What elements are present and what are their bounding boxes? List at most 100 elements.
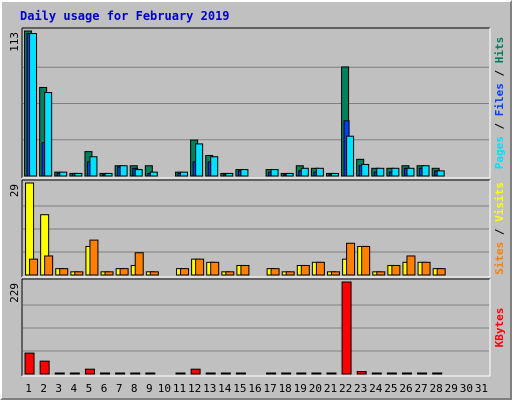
bar-sites-day-4	[74, 271, 84, 276]
legend-entry: KBytes	[493, 308, 506, 348]
x-tick-label-25: 25	[384, 382, 397, 395]
bar-sites-day-28	[436, 268, 446, 276]
bar-sites-day-14	[225, 271, 235, 276]
bar-kbytes-day-15	[235, 372, 246, 375]
bar-sites-day-5	[89, 239, 99, 276]
panel-visits-sites: 29 Sites / Visits	[8, 179, 506, 278]
x-tick-label-10: 10	[158, 382, 171, 395]
bar-sites-day-25	[391, 264, 401, 276]
bar-kbytes-day-19	[296, 372, 307, 375]
bar-pages-day-7	[119, 165, 128, 177]
bar-kbytes-day-27	[417, 372, 428, 375]
bar-kbytes-day-8	[130, 372, 141, 375]
y-max-label: 113	[8, 32, 21, 52]
bar-kbytes-day-5	[84, 368, 95, 375]
bar-kbytes-day-22	[341, 281, 352, 375]
bar-sites-day-24	[376, 271, 386, 276]
bar-sites-day-18	[285, 271, 295, 276]
bar-sites-day-8	[134, 252, 144, 276]
bar-pages-day-2	[44, 92, 53, 177]
bar-pages-day-25	[391, 167, 400, 177]
bar-pages-day-21	[330, 172, 339, 177]
bar-kbytes-day-28	[432, 372, 443, 375]
bar-kbytes-day-7	[115, 372, 126, 375]
bar-kbytes-day-26	[401, 372, 412, 375]
x-tick-label-31: 31	[475, 382, 488, 395]
bar-kbytes-day-20	[311, 372, 322, 375]
bar-kbytes-day-13	[205, 372, 216, 375]
x-tick-label-1: 1	[25, 382, 32, 395]
panel-legend: KBytes	[493, 308, 506, 348]
panel-kbytes: 229 KBytes	[8, 278, 506, 377]
bar-kbytes-day-1	[24, 352, 35, 375]
bar-pages-day-19	[300, 167, 309, 177]
bar-sites-day-21	[330, 271, 340, 276]
bar-pages-day-23	[361, 163, 370, 177]
bar-sites-day-17	[270, 268, 280, 276]
x-tick-label-6: 6	[101, 382, 108, 395]
x-tick-label-18: 18	[279, 382, 292, 395]
bar-kbytes-day-21	[326, 372, 337, 375]
legend-entry: Sites	[493, 242, 506, 275]
bar-kbytes-day-9	[145, 372, 156, 375]
bar-pages-day-27	[421, 165, 430, 177]
x-tick-label-8: 8	[131, 382, 138, 395]
panel-legend: Pages / Files / Hits	[493, 37, 506, 170]
bar-sites-day-2	[44, 255, 54, 276]
bar-kbytes-day-23	[356, 371, 367, 375]
bar-kbytes-day-25	[386, 372, 397, 375]
bar-kbytes-day-3	[54, 372, 65, 375]
x-tick-label-12: 12	[188, 382, 201, 395]
x-tick-label-30: 30	[460, 382, 473, 395]
bar-sites-day-19	[300, 264, 310, 276]
bar-kbytes-day-14	[220, 372, 231, 375]
bar-kbytes-day-18	[281, 372, 292, 375]
bar-sites-day-20	[315, 261, 325, 276]
bar-kbytes-day-11	[175, 372, 186, 375]
bar-pages-day-28	[436, 170, 445, 177]
x-tick-label-26: 26	[399, 382, 412, 395]
x-tick-label-17: 17	[263, 382, 276, 395]
x-tick-label-4: 4	[71, 382, 78, 395]
bar-pages-day-22	[346, 135, 355, 177]
x-tick-label-27: 27	[414, 382, 427, 395]
x-tick-label-9: 9	[146, 382, 153, 395]
bar-sites-day-23	[361, 245, 371, 276]
bar-pages-day-18	[285, 172, 294, 177]
x-tick-label-2: 2	[40, 382, 47, 395]
bar-sites-day-22	[346, 242, 356, 276]
bar-pages-day-6	[104, 172, 113, 177]
x-tick-label-28: 28	[430, 382, 443, 395]
bar-pages-day-17	[270, 169, 279, 177]
x-tick-label-15: 15	[233, 382, 246, 395]
bar-sites-day-11	[180, 268, 190, 276]
legend-entry: Visits	[493, 182, 506, 222]
bar-kbytes-day-17	[266, 372, 277, 375]
bar-pages-day-8	[134, 169, 143, 177]
bar-pages-day-12	[195, 143, 204, 177]
legend-entry: /	[493, 116, 506, 136]
x-tick-label-11: 11	[173, 382, 186, 395]
bar-kbytes-day-4	[69, 372, 80, 375]
bar-pages-day-14	[225, 172, 234, 177]
x-tick-label-24: 24	[369, 382, 383, 395]
bar-sites-day-7	[119, 268, 129, 276]
panel-legend: Sites / Visits	[493, 182, 506, 275]
bar-pages-day-26	[406, 167, 415, 177]
bar-pages-day-13	[210, 156, 219, 177]
legend-entry: Files	[493, 83, 506, 116]
bar-pages-day-11	[180, 171, 189, 177]
bar-sites-day-1	[29, 258, 39, 276]
bar-pages-day-1	[29, 33, 38, 177]
x-tick-label-20: 20	[309, 382, 322, 395]
bar-kbytes-day-12	[190, 368, 201, 375]
bar-pages-day-9	[149, 171, 158, 177]
bar-sites-day-12	[195, 258, 205, 276]
bar-pages-day-15	[240, 169, 249, 177]
y-max-label: 29	[8, 184, 21, 197]
bar-kbytes-day-2	[39, 360, 50, 375]
x-tick-label-22: 22	[339, 382, 352, 395]
bar-pages-day-24	[376, 167, 385, 177]
bar-sites-day-9	[149, 271, 159, 276]
